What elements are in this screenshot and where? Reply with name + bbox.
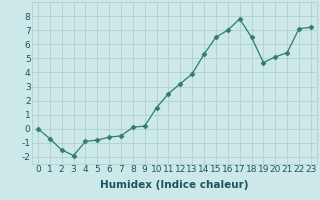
X-axis label: Humidex (Indice chaleur): Humidex (Indice chaleur) — [100, 180, 249, 190]
